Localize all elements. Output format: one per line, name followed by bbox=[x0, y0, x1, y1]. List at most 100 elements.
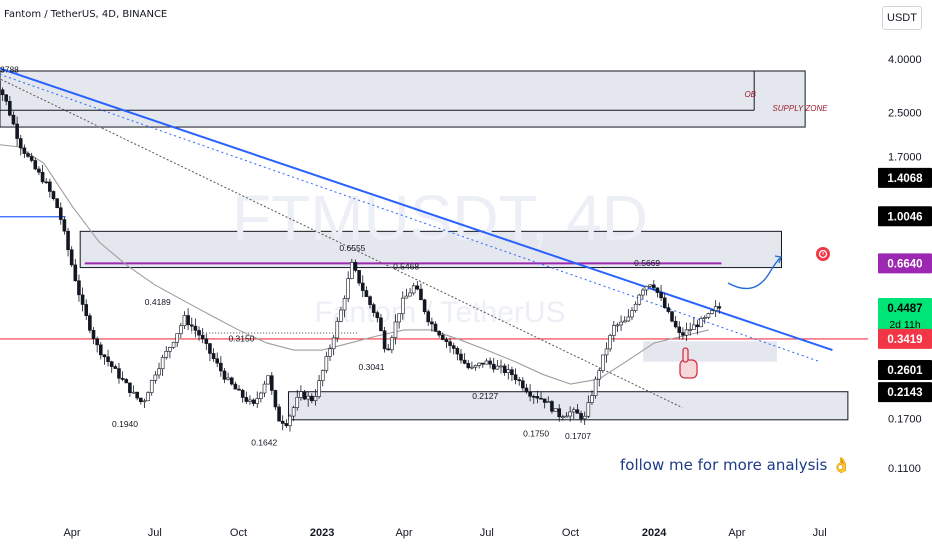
candle-176 bbox=[630, 307, 634, 320]
candle-162 bbox=[579, 410, 583, 423]
projection-arrow bbox=[727, 257, 781, 290]
candle-body bbox=[313, 396, 318, 402]
candle-body bbox=[88, 315, 92, 331]
candle-body bbox=[73, 264, 78, 282]
candle-163 bbox=[582, 411, 587, 425]
candle-54 bbox=[186, 308, 190, 331]
candle-body bbox=[80, 294, 85, 305]
candle-body bbox=[259, 392, 263, 399]
candle-94 bbox=[331, 334, 336, 356]
candle-50 bbox=[171, 341, 176, 349]
candle-30 bbox=[98, 341, 103, 360]
candle-177 bbox=[633, 301, 638, 313]
candle-body bbox=[528, 391, 532, 397]
price-tag-label: 0.4487 bbox=[887, 303, 922, 315]
candle-body bbox=[462, 359, 467, 364]
candle-body bbox=[611, 325, 616, 336]
annotation-label: 0.5468 bbox=[393, 261, 419, 271]
candle-182 bbox=[652, 280, 656, 291]
candle-body bbox=[8, 100, 12, 116]
candle-52 bbox=[179, 322, 183, 339]
candle-body bbox=[98, 344, 103, 356]
candle-body bbox=[229, 377, 234, 385]
currency-unit-button[interactable]: USDT bbox=[882, 6, 922, 30]
pointing-hand-icon bbox=[679, 347, 698, 379]
candle-body bbox=[662, 297, 667, 308]
candle-body bbox=[131, 391, 136, 394]
candle-body bbox=[84, 304, 89, 316]
candle-body bbox=[459, 353, 463, 361]
candle-97 bbox=[342, 295, 347, 318]
x-tick-label: Apr bbox=[728, 527, 745, 539]
candle-143 bbox=[510, 366, 514, 382]
candle-37 bbox=[124, 378, 129, 384]
candle-120 bbox=[426, 309, 431, 326]
candle-body bbox=[386, 348, 391, 351]
alarm-icon[interactable] bbox=[816, 247, 830, 261]
candle-148 bbox=[528, 384, 532, 402]
ma-line bbox=[0, 144, 709, 385]
candle-body bbox=[106, 356, 110, 362]
candle-65 bbox=[226, 372, 230, 381]
candle-114 bbox=[404, 288, 409, 299]
candle-body bbox=[561, 416, 565, 418]
zone-upper bbox=[79, 230, 782, 269]
candle-102 bbox=[360, 275, 365, 298]
candle-body bbox=[339, 309, 343, 322]
candle-3 bbox=[0, 87, 5, 101]
candle-body bbox=[550, 401, 554, 412]
candle-118 bbox=[419, 283, 423, 301]
candle-99 bbox=[350, 258, 354, 280]
candle-body bbox=[215, 358, 220, 364]
price-tag-5: 0.2601 bbox=[878, 360, 932, 381]
candle-body bbox=[157, 368, 161, 376]
candle-body bbox=[411, 285, 416, 294]
annotation-label: 0.1642 bbox=[251, 438, 277, 448]
candle-61 bbox=[211, 348, 216, 362]
candle-109 bbox=[386, 343, 391, 351]
candle-body bbox=[615, 324, 620, 327]
candle-body bbox=[219, 362, 223, 372]
candle-body bbox=[368, 296, 372, 305]
candle-body bbox=[168, 347, 172, 352]
candle-173 bbox=[619, 315, 623, 331]
candle-108 bbox=[382, 326, 387, 353]
candle-body bbox=[670, 311, 674, 322]
candle-body bbox=[360, 282, 365, 291]
candle-34 bbox=[113, 364, 118, 369]
candle-154 bbox=[550, 400, 554, 414]
candle-165 bbox=[590, 390, 594, 405]
candle-body bbox=[382, 330, 387, 350]
candle-body bbox=[51, 191, 56, 200]
candle-77 bbox=[269, 372, 274, 395]
price-tag-2: 0.6640 bbox=[878, 253, 932, 274]
candle-body bbox=[521, 380, 525, 389]
candle-140 bbox=[499, 359, 503, 374]
candle-180 bbox=[644, 285, 649, 296]
candle-body bbox=[146, 392, 150, 402]
candle-body bbox=[342, 298, 347, 311]
candle-body bbox=[353, 262, 358, 271]
candle-body bbox=[66, 230, 70, 251]
price-tag-label: 0.3419 bbox=[887, 334, 922, 346]
candle-141 bbox=[502, 363, 507, 376]
candle-body bbox=[175, 333, 179, 343]
candle-body bbox=[601, 354, 605, 371]
candle-112 bbox=[397, 313, 401, 329]
candle-body bbox=[408, 292, 412, 297]
candle-body bbox=[448, 341, 452, 346]
candle-7 bbox=[15, 116, 19, 147]
candle-63 bbox=[219, 356, 223, 377]
candle-85 bbox=[299, 385, 303, 401]
candle-75 bbox=[262, 380, 267, 398]
candle-body bbox=[26, 153, 30, 157]
x-tick-label: Oct bbox=[562, 527, 579, 539]
candle-body bbox=[648, 284, 652, 287]
y-tick-label: 4.0000 bbox=[888, 54, 922, 66]
candle-76 bbox=[266, 375, 270, 385]
candle-174 bbox=[622, 316, 627, 323]
candle-116 bbox=[411, 282, 416, 296]
candle-157 bbox=[561, 414, 565, 421]
